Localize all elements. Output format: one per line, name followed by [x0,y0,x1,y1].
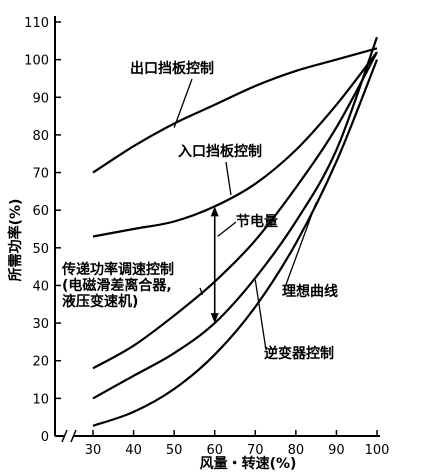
series-label-transmission-line-3: 液压变速机) [62,293,138,310]
x-tick-label: 100 [365,443,390,458]
series-label-inlet-damper: 入口挡板控制 [178,143,262,160]
x-tick-label: 70 [247,443,264,458]
x-axis-break [61,429,77,443]
x-ticks: 30 40 50 60 70 80 90 100 [85,430,390,458]
axis-break-mark [61,429,68,443]
y-tick-label: 30 [32,317,49,332]
y-tick-label: 60 [32,204,49,219]
y-ticks: 0 10 20 30 40 50 60 70 80 90 100 110 [24,16,61,445]
y-tick-label: 40 [32,279,49,294]
series-curves [92,36,379,427]
series-label-inverter: 逆变器控制 [264,345,334,362]
inverter-curve [92,36,379,400]
transmission-curve [92,51,378,370]
energy-saving-arrowhead-down [210,313,219,324]
y-tick-label: 0 [41,430,49,445]
ideal-curve [92,59,379,427]
y-tick-label: 10 [32,392,49,407]
x-tick-label: 30 [85,443,102,458]
x-tick-label: 50 [166,443,183,458]
x-tick-label: 60 [206,443,223,458]
annotation-label-energy-saving: 节电量 [236,213,278,230]
y-tick-label: 20 [32,355,49,370]
x-tick-label: 90 [328,443,345,458]
inverter-label-leader [254,279,267,351]
series-label-ideal: 理想曲线 [282,283,338,300]
outlet-label-leader [173,78,193,128]
x-tick-label: 40 [125,443,142,458]
ideal-label-leader [283,202,317,291]
y-tick-label: 90 [32,91,49,106]
energy-saving-leader [217,221,237,237]
x-tick-label: 80 [288,443,305,458]
transmission-label-leader [199,287,204,296]
x-axis-label: 风量・转速(%) [200,455,297,472]
inlet-damper-curve [92,51,378,238]
y-axis-label: 所需功率(%) [7,199,24,282]
y-tick-label: 100 [24,54,49,69]
inlet-label-leader [225,161,232,196]
series-label-transmission-line-1: 传递功率调速控制 [61,261,174,278]
energy-saving-arrowhead-up [210,206,219,217]
axis-break-mark [70,429,77,443]
y-tick-label: 70 [32,167,49,182]
y-tick-label: 110 [24,16,49,31]
y-tick-label: 80 [32,129,49,144]
series-label-transmission: 传递功率调速控制 (电磁滑差离合器, 液压变速机) [61,261,179,310]
series-label-outlet-damper: 出口挡板控制 [130,60,214,77]
annotations [173,78,317,351]
outlet-damper-curve [92,47,378,174]
axes [54,16,380,443]
series-label-transmission-line-2: (电磁滑差离合器, [62,277,172,294]
y-tick-label: 50 [32,242,49,257]
